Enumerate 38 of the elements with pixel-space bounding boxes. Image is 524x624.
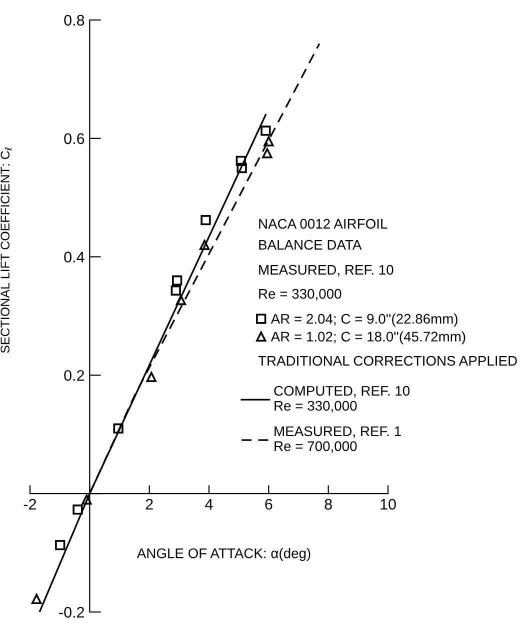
x-tick-label: 10 — [380, 498, 396, 510]
legend-label: AR = 2.04; C = 9.0''(22.86mm) — [270, 314, 458, 326]
x-axis-title: ANGLE OF ATTACK: α(deg) — [136, 548, 310, 561]
point — [200, 215, 211, 226]
annotation: BALANCE DATA — [259, 240, 362, 250]
y-tick-label: 0.8 — [64, 14, 84, 26]
point — [72, 504, 83, 515]
point — [113, 423, 124, 434]
annotation: NACA 0012 AIRFOIL — [259, 218, 388, 229]
annotation: MEASURED, REF. 10 — [259, 264, 394, 276]
point — [176, 294, 186, 306]
point — [55, 540, 66, 550]
point — [82, 494, 92, 505]
x-tick-label: 6 — [265, 498, 272, 510]
point — [262, 148, 272, 158]
y-axis-title: SECTIONAL LIFT COEFFICIENT: C$_{ℓ}$ — [0, 147, 12, 353]
point — [260, 126, 271, 136]
point — [172, 275, 182, 286]
point — [264, 136, 274, 146]
point — [236, 162, 247, 174]
y-tick-label: -0.2 — [59, 606, 84, 618]
annotation: TRADITIONAL CORRECTIONS APPLIED — [258, 356, 517, 366]
y-tick-label: 0.6 — [64, 133, 84, 144]
point — [236, 156, 246, 166]
point — [199, 240, 210, 250]
x-tick-label: 2 — [146, 498, 153, 510]
x-tick-label: -2 — [24, 498, 36, 510]
y-tick-label: 0.2 — [64, 370, 84, 381]
point — [170, 285, 181, 296]
point — [31, 594, 42, 604]
x-tick-label: 4 — [205, 499, 213, 510]
annotation: Re = 330,000 — [259, 288, 342, 300]
legend-label: MEASURED, REF. 1 Re = 700,000 — [274, 426, 401, 453]
legend-label: AR = 1.02; C = 18.0''(45.72mm) — [270, 331, 466, 344]
point — [146, 372, 156, 382]
y-tick-label: 0.4 — [64, 252, 84, 262]
legend-label: COMPUTED, REF. 10 Re = 330,000 — [274, 386, 410, 412]
x-tick-label: 8 — [324, 498, 332, 510]
